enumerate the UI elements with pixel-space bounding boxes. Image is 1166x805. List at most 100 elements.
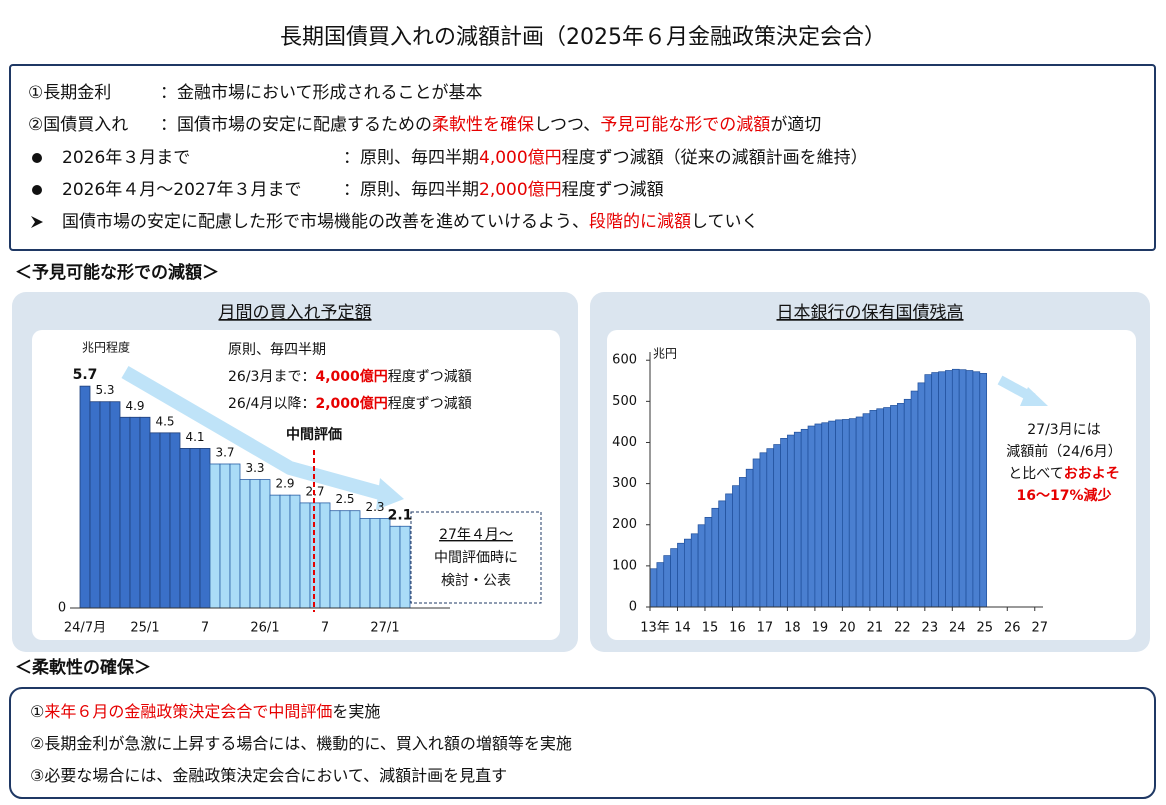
y-tick-label: 0 — [58, 601, 66, 616]
bar — [399, 525, 411, 609]
bar — [229, 463, 241, 609]
note-box — [410, 511, 542, 604]
text-span: 4,000億円 — [315, 368, 387, 385]
text-span: 27/3月には — [1027, 422, 1100, 438]
bar — [690, 533, 699, 608]
text-span: 原則、毎四半期 — [228, 342, 326, 358]
x-tick-label: 18 — [784, 621, 801, 636]
bar — [945, 370, 953, 608]
bar — [369, 518, 381, 609]
y-tick-label: 100 — [612, 558, 637, 573]
bar — [745, 468, 754, 608]
bar — [269, 494, 281, 609]
bar — [876, 408, 884, 608]
bar — [780, 438, 788, 608]
rich-text: ③必要な場合には、金融政策決定会合において、減額計画を見直す — [30, 766, 507, 785]
text-span: 2,000億円 — [479, 180, 562, 200]
bar — [209, 463, 221, 609]
bar — [649, 568, 658, 608]
text-span: 来年６月の金融政策決定会合で中間評価 — [44, 702, 332, 721]
bar — [189, 448, 201, 609]
value-label: 2.9 — [275, 477, 294, 491]
bar — [656, 562, 665, 608]
bar — [697, 524, 706, 608]
bar — [259, 479, 271, 609]
section-header: ＜予見可能な形での減額＞ — [15, 262, 219, 283]
value-label: 3.7 — [215, 445, 234, 459]
value-label: 2.5 — [335, 492, 354, 506]
bar — [738, 477, 747, 608]
bar — [828, 420, 836, 608]
bar — [821, 422, 829, 608]
bar — [677, 542, 685, 608]
rich-text: 26/4月以降：2,000億円程度ずつ減額 — [228, 395, 472, 412]
summary-label: ①長期金利 — [28, 83, 111, 103]
text-span: 国債市場の安定に配慮した形で市場機能の改善を進めていけるよう、 — [62, 212, 589, 232]
y-tick-label: 200 — [612, 517, 637, 532]
text-span: おおよそ — [1064, 466, 1120, 482]
x-tick-label: 25 — [977, 621, 994, 636]
unit-label: 兆円 — [653, 347, 677, 361]
section-header: ＜柔軟性の確保＞ — [15, 657, 151, 678]
slide-title: 長期国債買入れの減額計画（2025年６月金融政策決定会合） — [280, 25, 886, 50]
text-span: ③必要な場合には、金融政策決定会合において、減額計画を見直す — [30, 766, 507, 785]
text-span: 16～17%減少 — [1017, 487, 1112, 504]
bar — [773, 444, 781, 608]
text-span: ：原則、毎四半期 — [343, 148, 479, 168]
text-span: 2,000億円 — [315, 395, 387, 412]
arrow-head — [1020, 387, 1048, 406]
bar — [119, 416, 131, 609]
x-tick-label: 25/1 — [130, 621, 159, 636]
summary-label: ②国債買入れ — [28, 115, 128, 135]
flexibility-box — [9, 687, 1156, 799]
x-tick-label: 15 — [702, 621, 719, 636]
bar — [910, 390, 919, 608]
rich-text: ：金融市場において形成されることが基本 — [160, 83, 483, 103]
bar — [862, 413, 871, 608]
bar — [938, 371, 946, 608]
midterm-label: 中間評価 — [286, 426, 342, 443]
bar — [917, 382, 926, 608]
value-label: 5.3 — [95, 383, 114, 397]
bar — [869, 410, 878, 608]
x-tick-label: 21 — [867, 621, 884, 636]
text-span: 26/3月まで： — [228, 369, 315, 385]
bar — [663, 555, 671, 608]
bar — [958, 369, 967, 608]
x-tick-label: 17 — [757, 621, 774, 636]
text-span: 程度ずつ減額 — [562, 180, 664, 200]
value-label: 3.3 — [245, 461, 264, 475]
bar — [389, 525, 401, 609]
chart-title: 月間の買入れ予定額 — [219, 303, 372, 323]
x-tick-label: 16 — [729, 621, 746, 636]
text-span: 4,000億円 — [479, 148, 562, 168]
text-span: 柔軟性を確保 — [432, 115, 534, 135]
bar — [951, 368, 960, 608]
bar — [339, 510, 351, 609]
text-span: ：原則、毎四半期 — [343, 180, 479, 200]
value-label: 2.1 — [388, 507, 413, 523]
text-span: 程度ずつ減額 — [388, 395, 472, 412]
bar — [924, 374, 933, 608]
arrow-head — [376, 478, 404, 510]
bar — [199, 448, 211, 609]
summary-label: 2026年３月まで — [62, 148, 190, 168]
bar — [732, 485, 740, 608]
x-tick-label: 26 — [1004, 621, 1021, 636]
rich-text: ①来年６月の金融政策決定会合で中間評価を実施 — [30, 702, 380, 721]
bar — [752, 458, 761, 608]
summary-box — [9, 64, 1156, 251]
bar — [896, 403, 905, 608]
bar — [379, 518, 391, 609]
bar — [319, 502, 331, 609]
text-span: ① — [30, 702, 44, 721]
rich-text: と比べておおよそ — [1008, 466, 1119, 482]
text-span: していく — [691, 212, 759, 232]
bar — [79, 385, 91, 609]
bar — [972, 371, 981, 608]
bar — [149, 432, 161, 609]
bar — [239, 479, 251, 609]
x-tick-label: 19 — [812, 621, 829, 636]
bar — [787, 434, 795, 608]
